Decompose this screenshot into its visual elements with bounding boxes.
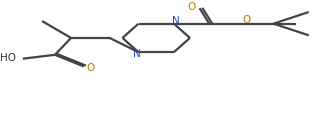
Text: N: N xyxy=(133,49,141,59)
Text: N: N xyxy=(172,16,179,26)
Text: O: O xyxy=(86,63,94,73)
Text: O: O xyxy=(242,15,250,25)
Text: HO: HO xyxy=(0,53,16,63)
Text: O: O xyxy=(187,2,196,12)
